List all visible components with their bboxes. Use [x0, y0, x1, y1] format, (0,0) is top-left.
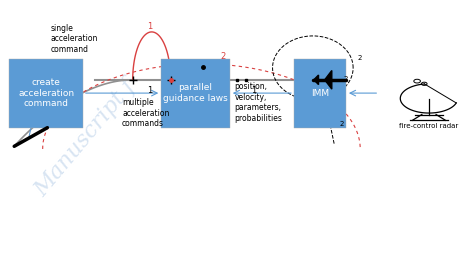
Text: 2: 2	[339, 121, 344, 127]
Text: 1: 1	[147, 22, 152, 31]
FancyBboxPatch shape	[9, 59, 83, 128]
Text: 2: 2	[344, 76, 348, 82]
Text: 2: 2	[220, 52, 226, 61]
FancyBboxPatch shape	[161, 59, 230, 128]
Text: 2: 2	[358, 55, 362, 61]
Polygon shape	[325, 70, 332, 89]
Text: position,
velocity,
parameters,
probabilities: position, velocity, parameters, probabil…	[235, 82, 283, 123]
Text: create
acceleration
command: create acceleration command	[18, 78, 74, 108]
Text: fire-control radar: fire-control radar	[399, 123, 459, 128]
Text: single
acceleration
command: single acceleration command	[51, 24, 98, 54]
FancyBboxPatch shape	[294, 59, 346, 128]
Text: multiple
acceleration
commands: multiple acceleration commands	[122, 98, 169, 128]
Text: Manuscript f: Manuscript f	[30, 76, 140, 201]
Text: 1: 1	[147, 86, 152, 95]
Text: IMM: IMM	[311, 89, 329, 98]
Text: 1: 1	[251, 86, 256, 95]
Text: parallel
guidance laws: parallel guidance laws	[163, 84, 228, 103]
Polygon shape	[314, 75, 319, 85]
